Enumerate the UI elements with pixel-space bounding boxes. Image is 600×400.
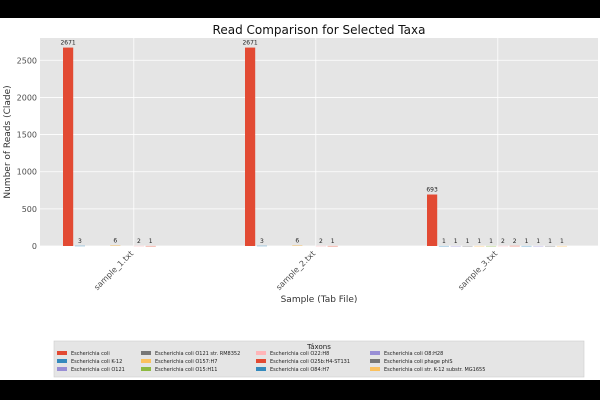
- bar-value-label: 1: [454, 238, 458, 245]
- bar-value-label: 1: [548, 238, 552, 245]
- top-black-band: [0, 0, 600, 18]
- bar-value-label: 2: [137, 238, 141, 245]
- bottom-black-band: [0, 380, 600, 400]
- bar: [245, 47, 256, 246]
- bar-value-label: 1: [466, 238, 470, 245]
- legend-swatch: [256, 359, 266, 363]
- bar-value-label: 6: [295, 238, 299, 245]
- bar-value-label: 2671: [242, 40, 257, 47]
- legend-entry-label: Escherichia coli O8:H28: [384, 351, 443, 357]
- y-axis-ticks: 0 500 1000 1500 2000 2500: [17, 56, 37, 251]
- legend-swatch: [57, 359, 67, 363]
- legend-entry-label: Escherichia coli: [71, 351, 110, 357]
- bar-value-label: 2671: [60, 40, 75, 47]
- legend-swatch: [370, 351, 380, 355]
- y-tick-label: 2000: [17, 93, 37, 102]
- x-axis-ticks: sample_1.txt sample_2.txt sample_3.txt: [92, 249, 499, 292]
- bars: [63, 47, 567, 247]
- legend-swatch: [141, 367, 151, 371]
- legend-swatch: [141, 359, 151, 363]
- bar-value-label: 1: [525, 238, 529, 245]
- legend-entry-label: Escherichia coli K-12: [71, 359, 122, 365]
- y-tick-label: 1000: [17, 168, 37, 177]
- bar-value-label: 2: [513, 238, 517, 245]
- bar-value-label: 6: [113, 238, 117, 245]
- x-tick-label: sample_1.txt: [92, 249, 135, 292]
- y-tick-label: 2500: [17, 56, 37, 65]
- bar: [427, 194, 438, 246]
- legend-swatch: [370, 359, 380, 363]
- bar-value-label: 1: [442, 238, 446, 245]
- bar-value-label: 1: [560, 238, 564, 245]
- legend-title: Táxons: [306, 343, 331, 351]
- y-axis-label: Number of Reads (Clade): [3, 85, 13, 198]
- legend-entry-label: Escherichia coli O157:H7: [155, 359, 217, 365]
- legend-entry-label: Escherichia coli O15:H11: [155, 367, 217, 373]
- y-tick-label: 1500: [17, 131, 37, 140]
- legend-items: Escherichia coli Escherichia coli K-12 Esc…: [57, 351, 485, 373]
- legend-swatch: [256, 351, 266, 355]
- legend-swatch: [141, 351, 151, 355]
- legend: Táxons Escherichia coli Escherichia coli …: [53, 340, 585, 378]
- x-axis-label: Sample (Tab File): [281, 295, 358, 305]
- bar-value-label: 2: [319, 238, 323, 245]
- bar-value-label: 1: [331, 238, 335, 245]
- legend-entry-label: Escherichia coli O84:H7: [270, 367, 329, 373]
- bar-value-label: 3: [78, 238, 82, 245]
- legend-entry-label: Escherichia coli O121 str. RM8352: [155, 351, 240, 357]
- bar-value-label: 693: [426, 187, 438, 194]
- legend-entry-label: Escherichia coli phage phiS: [384, 359, 453, 365]
- legend-entry-label: Escherichia coli O121: [71, 367, 125, 373]
- bar-value-label: 3: [260, 238, 264, 245]
- bar-value-label: 1: [477, 238, 481, 245]
- x-tick-label: sample_2.txt: [274, 249, 317, 292]
- bar-value-label: 1: [489, 238, 493, 245]
- plot-background: [40, 38, 598, 246]
- legend-entry-label: Escherichia coli str. K-12 substr. MG165…: [384, 367, 485, 373]
- legend-swatch: [256, 367, 266, 371]
- legend-entry-label: Escherichia coli O22:H8: [270, 351, 329, 357]
- bar: [63, 47, 74, 246]
- bar-value-label: 1: [536, 238, 540, 245]
- legend-entry-label: Escherichia coli O25b:H4-ST131: [270, 359, 350, 365]
- x-tick-label: sample_3.txt: [456, 249, 499, 292]
- legend-swatch: [370, 367, 380, 371]
- bar-value-label: 2: [501, 238, 505, 245]
- legend-swatch: [57, 367, 67, 371]
- y-tick-label: 0: [32, 242, 37, 251]
- chart-title: Read Comparison for Selected Taxa: [213, 23, 426, 37]
- legend-swatch: [57, 351, 67, 355]
- bar-value-label: 1: [149, 238, 153, 245]
- y-tick-label: 500: [22, 205, 37, 214]
